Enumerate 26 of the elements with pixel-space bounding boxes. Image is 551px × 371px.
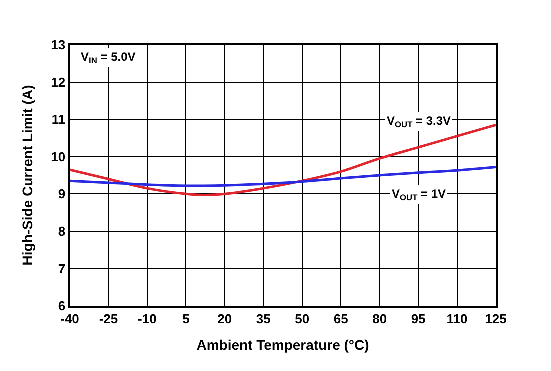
x-tick-label: 50 [295,311,310,326]
x-tick-label: 65 [334,311,348,326]
x-tick-label: 80 [372,311,388,326]
y-tick-label: 13 [51,38,66,53]
y-tick-label: 9 [58,186,66,202]
x-tick-label: -40 [60,311,80,326]
x-tick-label: 20 [218,311,232,326]
x-tick-label: -10 [138,311,157,326]
x-tick-label: 95 [411,311,426,326]
x-axis-title: Ambient Temperature (°C) [196,337,370,354]
y-tick-label: 8 [58,224,66,239]
y-tick-label: 7 [58,261,66,276]
y-tick-label: 11 [52,112,66,128]
y-tick-label: 6 [58,298,66,314]
x-tick-label: 5 [182,311,190,326]
series-label: V$_{OUT}$ = 1V [392,187,446,203]
series-label: V$_{OUT}$ = 3.3V [387,114,452,130]
x-tick-label: 35 [256,311,271,326]
annotation: V$_{IN}$ = 5.0V [81,50,136,66]
y-axis-title: High-Side Current Limit (A) [19,85,36,266]
y-tick-label: 10 [51,149,66,164]
y-tick-label: 12 [51,74,66,90]
x-tick-label: 110 [446,311,468,326]
x-tick-label: -25 [99,311,118,326]
line-series [70,166,496,188]
x-tick-label: 125 [485,311,507,326]
